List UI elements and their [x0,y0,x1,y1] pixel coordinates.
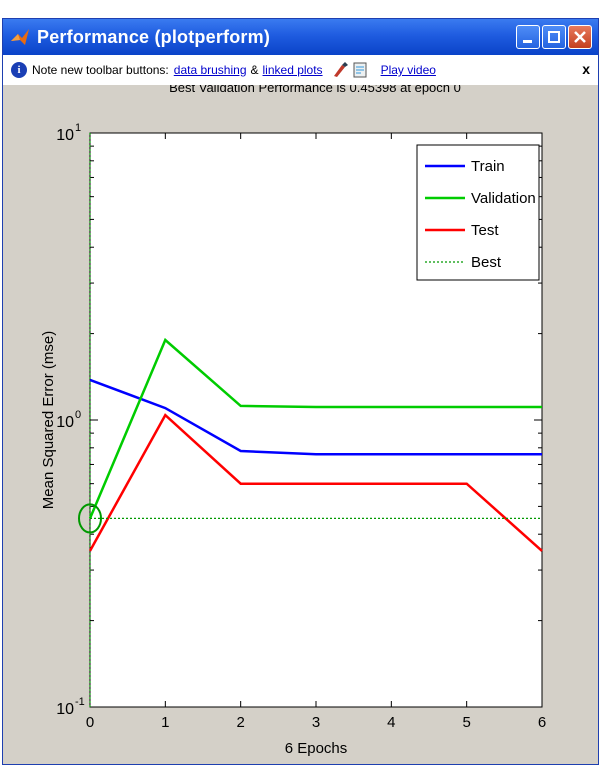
window-title: Performance (plotperform) [37,26,271,47]
maximize-button[interactable] [542,25,566,49]
maximize-icon [548,31,560,43]
legend-label-train: Train [471,158,505,175]
y-tick-exponent: -1 [75,696,85,708]
series-validation [88,337,542,519]
y-tick-label: 10 [56,127,74,144]
y-axis-label: Mean Squared Error (mse) [40,331,57,509]
brush-icon[interactable] [331,61,349,79]
chart-title: Best Validation Performance is 0.45398 a… [169,85,461,95]
best-point-marker [78,503,102,534]
ampersand-text: & [250,63,259,77]
title-bar[interactable]: Performance (plotperform) [3,19,598,55]
linked-plots-link[interactable]: linked plots [262,63,323,77]
series-train [89,378,542,456]
series-lines [78,133,543,707]
minimize-button[interactable] [516,25,540,49]
x-axis-label: 6 Epochs [285,740,348,757]
y-tick-exponent: 0 [75,409,81,421]
legend-label-best: Best [471,254,502,271]
close-window-button[interactable] [568,25,592,49]
window-controls [516,25,592,49]
y-tick-label: 10 [56,701,74,718]
x-tick-label: 3 [312,714,320,731]
close-icon [574,31,586,43]
legend-label-validation: Validation [471,190,536,207]
play-video-link[interactable]: Play video [380,63,436,77]
toolbar-notice: i Note new toolbar buttons: data brushin… [3,55,598,85]
figure-window: Performance (plotperform) i Note new too… [2,18,599,765]
legend: Train Validation Test Best [416,144,540,281]
legend-label-test: Test [471,222,499,239]
series-test [88,413,543,552]
x-tick-label: 5 [462,714,470,731]
data-brushing-link[interactable]: data brushing [173,63,247,77]
x-tick-label: 2 [236,714,244,731]
linked-plots-icon[interactable] [351,61,369,79]
minimize-icon [523,40,532,43]
performance-chart: Best Validation Performance is 0.45398 a… [40,80,546,757]
y-tick-label: 10 [56,414,74,431]
x-tick-label: 6 [538,714,546,731]
x-tick-label: 0 [86,714,94,731]
x-tick-label: 4 [387,714,395,731]
info-icon: i [11,62,27,78]
dismiss-notice-button[interactable]: x [582,61,590,77]
y-tick-exponent: 1 [75,122,81,134]
plot-area: Best Validation Performance is 0.45398 a… [3,80,598,766]
legend-box [416,144,540,281]
notice-text: Note new toolbar buttons: [32,63,169,77]
x-tick-label: 1 [161,714,169,731]
matlab-logo-icon [11,29,29,45]
